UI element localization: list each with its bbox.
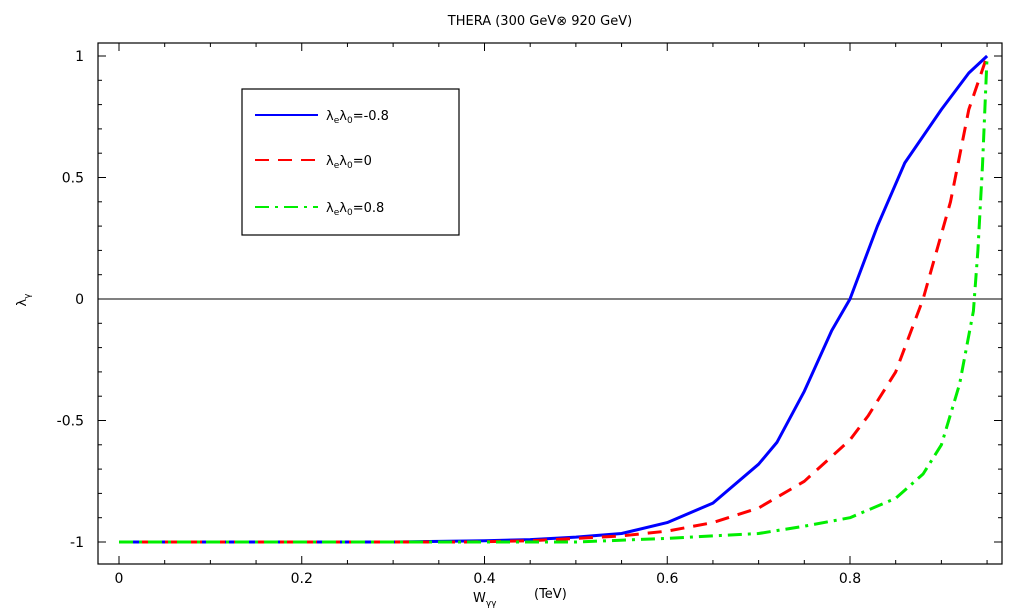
x-axis-label-unit: (TeV) — [534, 587, 567, 602]
y-axis-label: λγ — [15, 293, 33, 307]
legend-box — [241, 88, 460, 236]
x-tick-label: 0.4 — [473, 571, 495, 587]
y-tick-label: 0 — [75, 292, 84, 308]
y-tick-label: 1 — [75, 49, 84, 65]
y-tick-label: -0.5 — [57, 414, 84, 430]
chart-title: THERA (300 GeV⊗ 920 GeV) — [447, 14, 632, 29]
svg-text:Wγγ: Wγγ — [473, 591, 497, 609]
series-line-2 — [119, 55, 989, 544]
legend-label-3: λeλ0=0.8 — [326, 201, 384, 218]
y-tick-label: -1 — [70, 535, 84, 551]
svg-text:λγ: λγ — [15, 293, 33, 307]
y-axis: -1 -0.5 0 0.5 1 — [57, 49, 1002, 551]
x-tick-label: 0.6 — [656, 571, 678, 587]
x-axis-label-main: W — [473, 591, 486, 606]
legend-items: λeλ0=-0.8 λeλ0=0 λeλ0=0.8 — [255, 109, 389, 218]
plot-frame — [97, 42, 1003, 565]
y-tick-label: 0.5 — [62, 171, 84, 187]
legend: λeλ0=-0.8 λeλ0=0 λeλ0=0.8 — [241, 88, 460, 236]
x-tick-label: 0.8 — [839, 571, 861, 587]
x-tick-label: 0.2 — [291, 571, 313, 587]
legend-label-1: λeλ0=-0.8 — [326, 109, 389, 126]
x-axis-label-sub: γγ — [486, 599, 497, 609]
y-axis-label-sub: γ — [23, 293, 33, 299]
x-axis: 0 0.2 0.4 0.6 0.8 — [115, 43, 988, 587]
x-axis-label: Wγγ (TeV) — [473, 587, 567, 609]
y-axis-label-main: λ — [15, 299, 30, 307]
series-line-3 — [119, 55, 989, 544]
legend-label-2: λeλ0=0 — [326, 154, 372, 171]
x-tick-label: 0 — [115, 571, 124, 587]
plot-background — [97, 42, 1003, 565]
series-layer — [119, 54, 989, 544]
